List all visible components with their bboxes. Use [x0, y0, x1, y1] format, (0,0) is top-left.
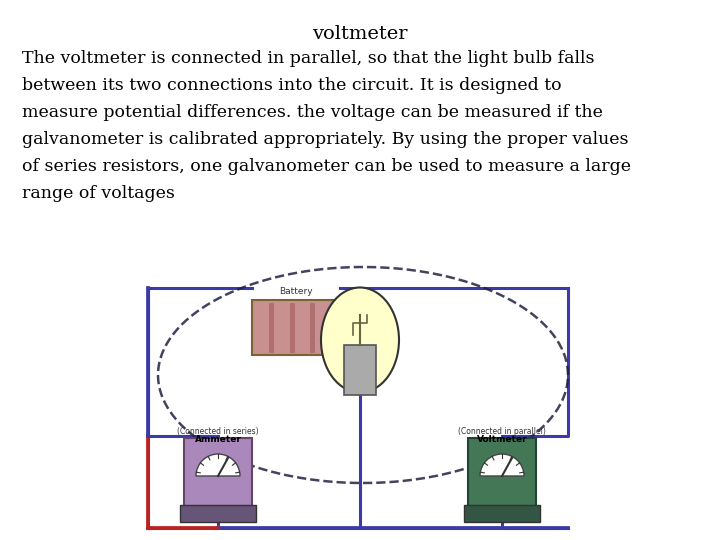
Text: (Connected in series): (Connected in series) [177, 427, 258, 436]
Bar [344, 345, 376, 395]
Text: galvanometer is calibrated appropriately. By using the proper values: galvanometer is calibrated appropriately… [22, 131, 629, 148]
Text: (Connected in parallel): (Connected in parallel) [458, 427, 546, 436]
Text: voltmeter: voltmeter [312, 25, 408, 43]
Bar [468, 438, 536, 506]
Text: Ammeter: Ammeter [194, 435, 241, 444]
Text: Battery: Battery [279, 287, 312, 296]
Text: The voltmeter is connected in parallel, so that the light bulb falls: The voltmeter is connected in parallel, … [22, 50, 595, 67]
Text: of series resistors, one galvanometer can be used to measure a large: of series resistors, one galvanometer ca… [22, 158, 631, 175]
Bar [180, 505, 256, 522]
Wedge shape [480, 454, 524, 476]
Text: measure potential differences. the voltage can be measured if the: measure potential differences. the volta… [22, 104, 603, 121]
Text: between its two connections into the circuit. It is designed to: between its two connections into the cir… [22, 77, 562, 94]
Text: Voltmeter: Voltmeter [477, 435, 527, 444]
Bar [184, 438, 252, 506]
Ellipse shape [321, 287, 399, 393]
Wedge shape [196, 454, 240, 476]
Text: range of voltages: range of voltages [22, 185, 175, 202]
Bar [252, 300, 340, 355]
Bar [464, 505, 540, 522]
